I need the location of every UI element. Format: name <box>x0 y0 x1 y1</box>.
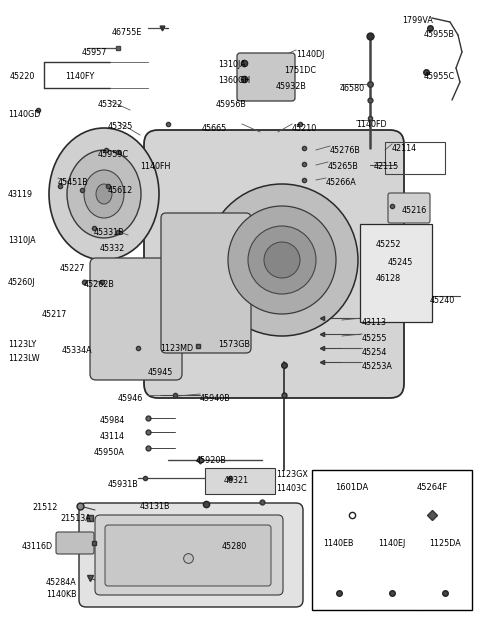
Text: 45284A: 45284A <box>46 578 77 587</box>
Text: 1140KB: 1140KB <box>46 590 77 599</box>
Text: 1125DA: 1125DA <box>430 539 461 548</box>
Text: 1751DC: 1751DC <box>284 66 316 75</box>
Text: 45920B: 45920B <box>196 456 227 465</box>
Text: 42115: 42115 <box>374 162 399 171</box>
Text: 45322: 45322 <box>98 100 123 109</box>
Text: 45665: 45665 <box>202 124 227 133</box>
Text: 46580: 46580 <box>340 84 365 93</box>
Text: 21513A: 21513A <box>60 514 91 523</box>
Text: 1123MD: 1123MD <box>160 344 193 353</box>
Text: 43116D: 43116D <box>22 542 53 551</box>
Text: 43113: 43113 <box>362 318 387 327</box>
Text: 46321: 46321 <box>224 476 249 485</box>
Ellipse shape <box>67 150 141 238</box>
Text: 45959C: 45959C <box>98 150 129 159</box>
Text: 45245: 45245 <box>388 258 413 267</box>
Text: 1123LY: 1123LY <box>8 340 36 349</box>
Text: 45932B: 45932B <box>276 82 307 91</box>
FancyBboxPatch shape <box>144 130 404 398</box>
Text: 45451B: 45451B <box>58 178 89 187</box>
Text: 45253A: 45253A <box>362 362 393 371</box>
Text: 1799VA: 1799VA <box>402 16 433 25</box>
Text: 1310JA: 1310JA <box>8 236 36 245</box>
Text: 45220: 45220 <box>10 72 36 81</box>
Text: 45216: 45216 <box>402 206 427 215</box>
Text: 45255: 45255 <box>362 334 387 343</box>
Text: 45262B: 45262B <box>84 280 115 289</box>
Text: 45254: 45254 <box>362 348 387 357</box>
Text: 45331B: 45331B <box>94 228 125 237</box>
Text: 42114: 42114 <box>392 144 417 153</box>
Text: 45957: 45957 <box>82 48 108 57</box>
Text: 21512: 21512 <box>32 503 58 512</box>
Text: 45280: 45280 <box>222 542 247 551</box>
Text: 45210: 45210 <box>292 124 317 133</box>
Text: 43119: 43119 <box>8 190 33 199</box>
Text: 45931B: 45931B <box>108 480 139 489</box>
Text: 46128: 46128 <box>376 274 401 283</box>
Ellipse shape <box>49 128 159 260</box>
Text: 1360GH: 1360GH <box>218 76 250 85</box>
FancyBboxPatch shape <box>95 515 283 595</box>
Text: 1123LW: 1123LW <box>8 354 40 363</box>
Text: 1140EJ: 1140EJ <box>378 539 406 548</box>
Bar <box>205 468 275 494</box>
Text: 45252: 45252 <box>376 240 401 249</box>
Text: 43131B: 43131B <box>140 502 170 511</box>
Text: 45955B: 45955B <box>424 30 455 39</box>
Text: 45950A: 45950A <box>94 448 125 457</box>
Text: 45945: 45945 <box>148 368 173 377</box>
Text: 45240: 45240 <box>430 296 455 305</box>
Text: 45265B: 45265B <box>328 162 359 171</box>
Text: 45946: 45946 <box>118 394 143 403</box>
Text: 11403C: 11403C <box>276 484 307 493</box>
Text: 1140FD: 1140FD <box>356 120 386 129</box>
Circle shape <box>264 242 300 278</box>
Text: 43114: 43114 <box>100 432 125 441</box>
Text: 45940B: 45940B <box>200 394 231 403</box>
Bar <box>385 142 445 174</box>
Text: 1140EB: 1140EB <box>324 539 354 548</box>
Text: 45266A: 45266A <box>326 178 357 187</box>
Ellipse shape <box>96 184 112 204</box>
Circle shape <box>206 184 358 336</box>
Text: 45260J: 45260J <box>8 278 36 287</box>
Text: 1573GB: 1573GB <box>218 340 250 349</box>
Text: 1601DA: 1601DA <box>336 483 369 492</box>
Bar <box>312 470 472 610</box>
Text: 45217: 45217 <box>42 310 67 319</box>
Bar <box>360 224 432 322</box>
Text: 45612: 45612 <box>108 186 133 195</box>
FancyBboxPatch shape <box>56 532 94 554</box>
Ellipse shape <box>84 170 124 218</box>
Text: 45332: 45332 <box>100 244 125 253</box>
Text: 1123GX: 1123GX <box>276 470 308 479</box>
Text: 45264F: 45264F <box>416 483 448 492</box>
Circle shape <box>248 226 316 294</box>
Text: 45984: 45984 <box>100 416 125 425</box>
Text: 1140GD: 1140GD <box>8 110 40 119</box>
Text: 45334A: 45334A <box>62 346 93 355</box>
Text: 45227: 45227 <box>60 264 85 273</box>
Text: 1310JA: 1310JA <box>218 60 246 69</box>
Text: 1140FY: 1140FY <box>65 72 94 81</box>
FancyBboxPatch shape <box>105 525 271 586</box>
Text: 46755E: 46755E <box>112 28 143 37</box>
FancyBboxPatch shape <box>161 213 251 353</box>
FancyBboxPatch shape <box>90 258 182 380</box>
Text: 45955C: 45955C <box>424 72 455 81</box>
Circle shape <box>228 206 336 314</box>
Text: 45276B: 45276B <box>330 146 361 155</box>
FancyBboxPatch shape <box>237 53 295 101</box>
Text: 1140DJ: 1140DJ <box>296 50 324 59</box>
Text: 45325: 45325 <box>108 122 133 131</box>
FancyBboxPatch shape <box>388 193 430 223</box>
Text: 45956B: 45956B <box>216 100 247 109</box>
Text: 1140FH: 1140FH <box>140 162 170 171</box>
FancyBboxPatch shape <box>79 503 303 607</box>
